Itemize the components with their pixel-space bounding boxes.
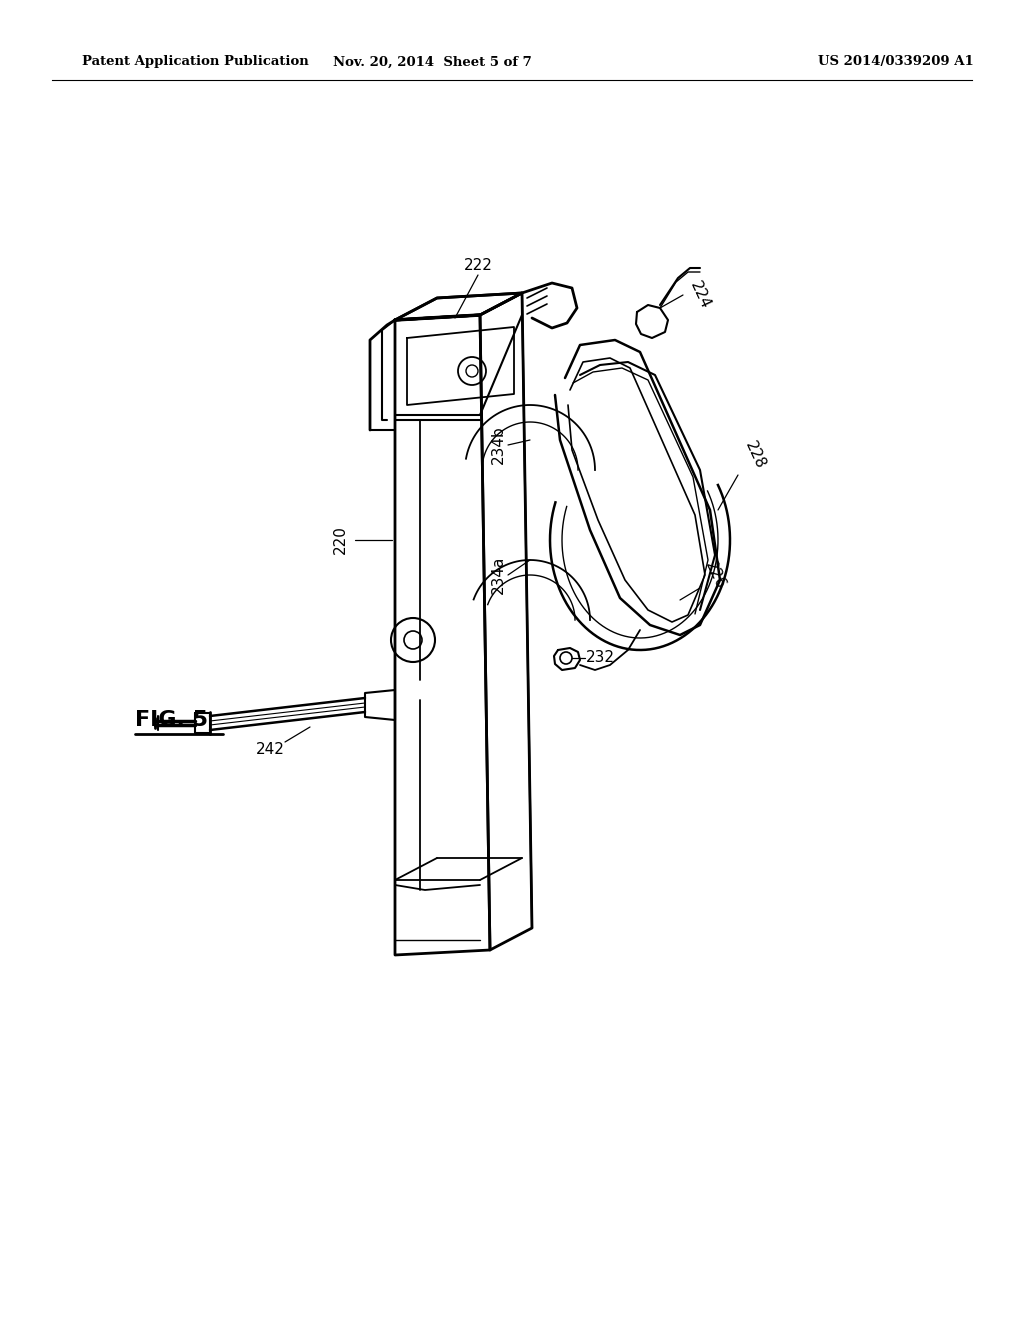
Text: Nov. 20, 2014  Sheet 5 of 7: Nov. 20, 2014 Sheet 5 of 7 xyxy=(333,55,531,69)
Text: FIG. 5: FIG. 5 xyxy=(135,710,208,730)
Text: 234b: 234b xyxy=(490,425,506,465)
Text: 226: 226 xyxy=(702,558,728,591)
Text: 222: 222 xyxy=(464,257,493,272)
Text: 220: 220 xyxy=(333,525,347,554)
Text: 228: 228 xyxy=(742,438,768,471)
Text: Patent Application Publication: Patent Application Publication xyxy=(82,55,309,69)
Text: 224: 224 xyxy=(687,279,713,312)
Text: 232: 232 xyxy=(586,651,614,665)
Text: US 2014/0339209 A1: US 2014/0339209 A1 xyxy=(818,55,974,69)
Text: 242: 242 xyxy=(256,742,285,758)
Text: 234a: 234a xyxy=(490,556,506,594)
